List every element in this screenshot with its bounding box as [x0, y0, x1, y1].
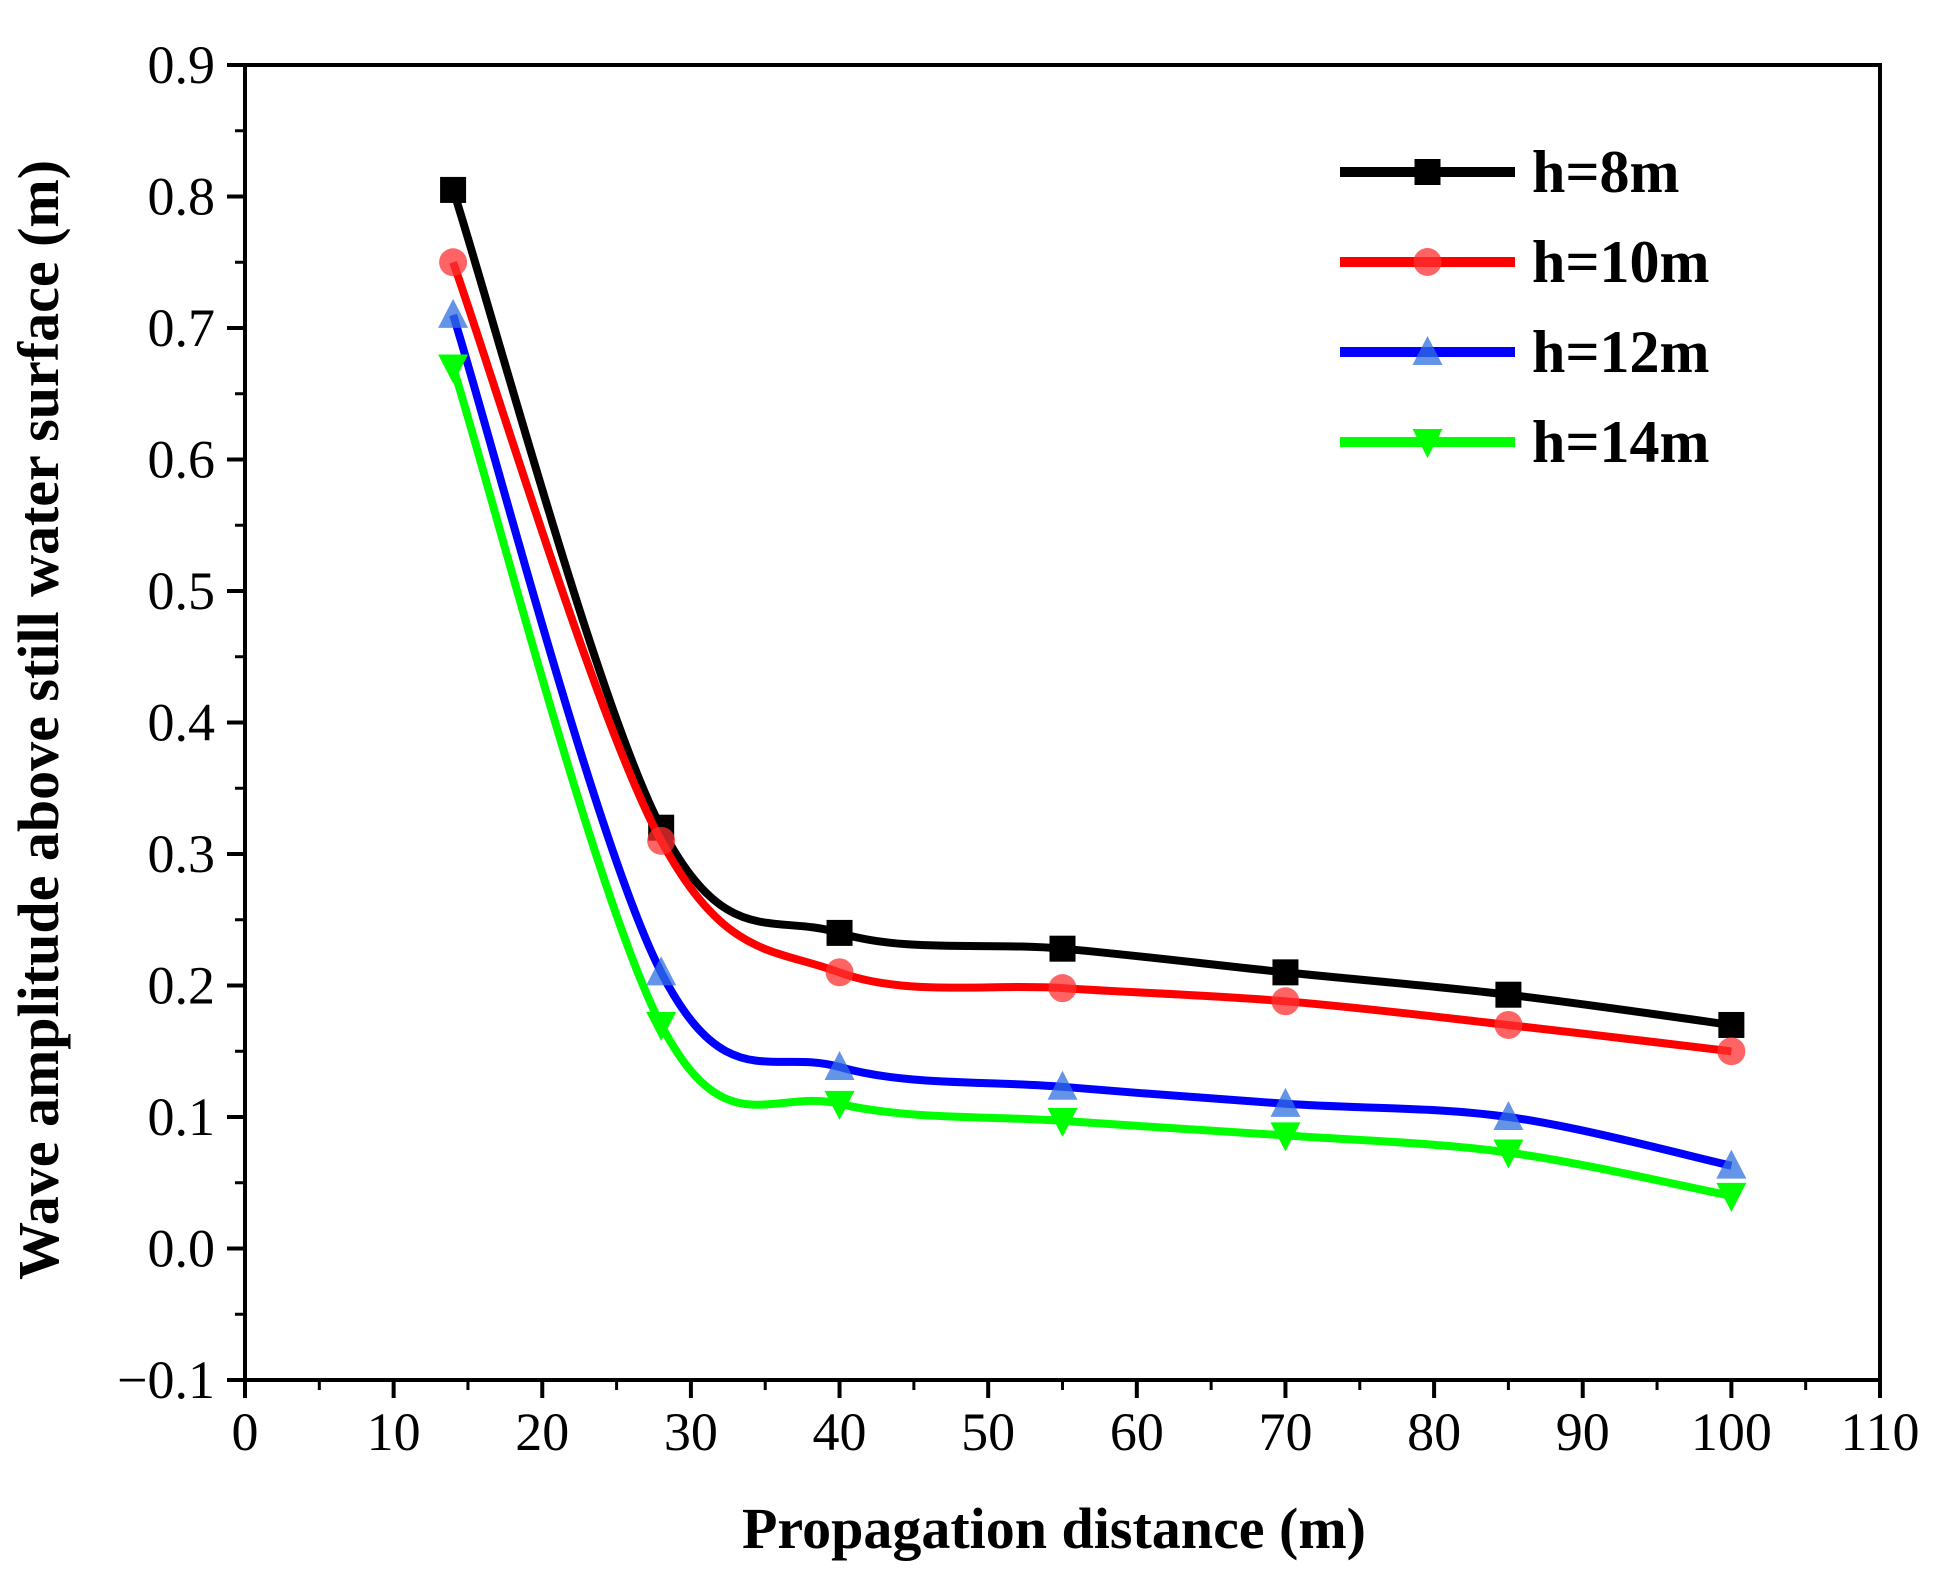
x-tick-label: 10: [367, 1402, 421, 1462]
x-tick-label: 90: [1556, 1402, 1610, 1462]
y-tick-label: 0.3: [148, 824, 216, 884]
y-tick-label: 0.4: [148, 693, 216, 753]
y-tick-label: 0.0: [148, 1219, 216, 1279]
y-tick-label: 0.6: [148, 430, 216, 490]
y-tick-label: 0.8: [148, 167, 216, 227]
data-point: [824, 1051, 855, 1081]
x-tick-label: 0: [232, 1402, 259, 1462]
legend-marker: [1414, 159, 1441, 185]
data-point: [1717, 1037, 1746, 1066]
data-point: [1271, 987, 1300, 1016]
y-tick-label: 0.5: [148, 561, 216, 621]
legend-item: h=12m: [1340, 319, 1710, 385]
data-point: [647, 826, 676, 855]
x-tick-label: 60: [1110, 1402, 1164, 1462]
data-point: [1494, 1010, 1523, 1039]
legend: h=8m h=10m h=12m h=14m: [1340, 139, 1710, 475]
data-point: [1495, 981, 1522, 1008]
legend-item: h=8m: [1340, 139, 1680, 205]
y-tick-label: 0.7: [148, 298, 216, 358]
data-point: [1270, 1122, 1301, 1152]
x-tick-label: 50: [961, 1402, 1015, 1462]
x-tick-label: 70: [1258, 1402, 1312, 1462]
legend-label: h=8m: [1532, 139, 1680, 205]
legend-marker: [1413, 248, 1442, 276]
series-line: [449, 188, 1732, 1029]
legend-marker: [1412, 429, 1443, 458]
data-point: [1047, 1107, 1078, 1137]
data-point: [438, 298, 469, 328]
legend-label: h=12m: [1532, 319, 1710, 385]
y-tick-label: 0.9: [148, 35, 216, 95]
data-point: [1270, 1087, 1301, 1117]
series-line: [449, 313, 1733, 1170]
series-line: [449, 260, 1732, 1056]
data-point: [1048, 974, 1077, 1003]
x-axis: 0 10 20 30 40 50 60 70 80 90 100 110: [232, 1380, 1920, 1462]
y-tick-label: 0.1: [148, 1087, 216, 1147]
data-point: [825, 958, 854, 987]
series-h=12m: [438, 298, 1747, 1179]
series-h=10m: [439, 248, 1746, 1066]
y-axis: −0.1 0.0 0.1 0.2 0.3 0.4 0.5 0.6 0.7 0.8 0.9: [117, 35, 245, 1410]
series-layer: [438, 176, 1747, 1212]
data-point: [1716, 1182, 1747, 1212]
data-point: [824, 1090, 855, 1120]
data-point: [826, 919, 853, 946]
series-h=8m: [440, 176, 1745, 1038]
x-tick-label: 20: [515, 1402, 569, 1462]
x-tick-label: 80: [1407, 1402, 1461, 1462]
x-tick-label: 30: [664, 1402, 718, 1462]
legend-item: h=14m: [1340, 409, 1710, 475]
x-axis-title: Propagation distance (m): [742, 1496, 1366, 1561]
data-point: [1272, 959, 1299, 986]
data-point: [1047, 1070, 1078, 1100]
data-point: [440, 176, 467, 203]
data-point: [1049, 935, 1076, 962]
x-tick-label: 100: [1691, 1402, 1772, 1462]
data-point: [1493, 1139, 1524, 1169]
legend-marker: [1412, 336, 1443, 365]
data-point: [646, 956, 677, 986]
legend-item: h=10m: [1340, 229, 1710, 295]
series-h=14m: [438, 354, 1747, 1212]
data-point: [1716, 1149, 1747, 1179]
y-axis-title: Wave amplitude above still water surface…: [6, 160, 71, 1280]
x-tick-label: 40: [813, 1402, 867, 1462]
x-tick-label: 110: [1841, 1402, 1920, 1462]
y-tick-label: −0.1: [117, 1350, 215, 1410]
legend-label: h=10m: [1532, 229, 1710, 295]
legend-label: h=14m: [1532, 409, 1710, 475]
series-line: [449, 366, 1733, 1200]
y-tick-label: 0.2: [148, 956, 216, 1016]
data-point: [438, 354, 469, 384]
data-point: [1493, 1101, 1524, 1130]
data-point: [439, 248, 468, 277]
data-point: [646, 1011, 677, 1041]
data-point: [1718, 1011, 1745, 1038]
